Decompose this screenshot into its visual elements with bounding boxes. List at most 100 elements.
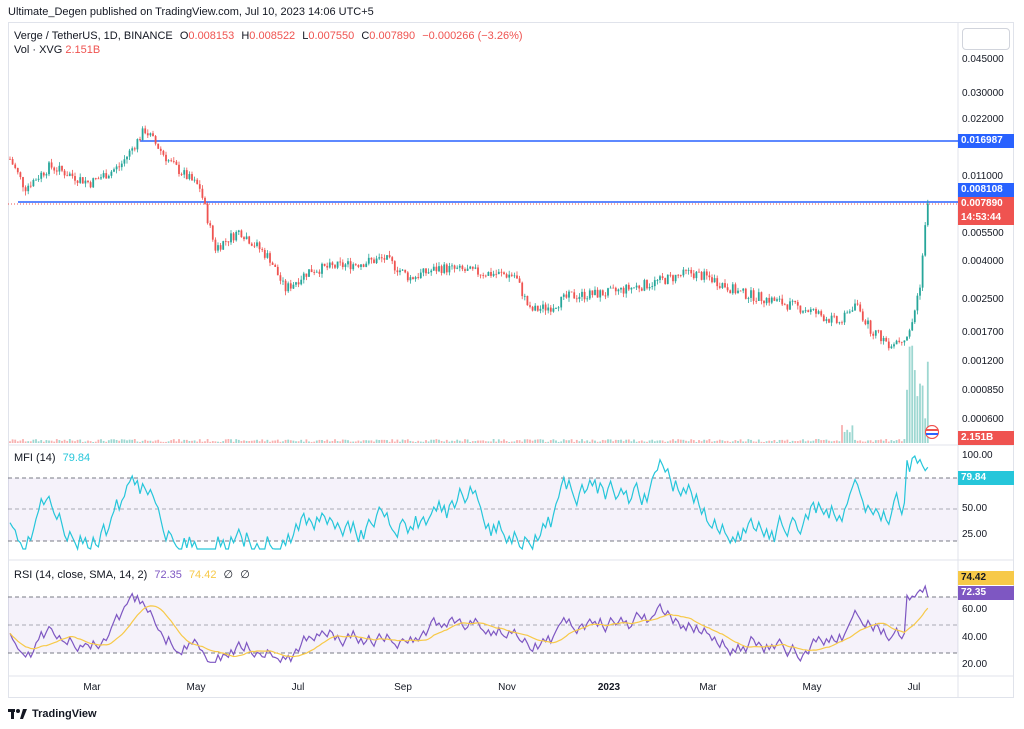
volume-bar: [586, 440, 589, 443]
candle-body: [529, 305, 531, 307]
volume-bar: [302, 441, 305, 443]
volume-bar: [141, 440, 144, 443]
volume-bar: [575, 439, 578, 443]
symbol-legend[interactable]: Verge / TetherUS, 1D, BINANCE O0.008153 …: [14, 30, 523, 42]
candle-body: [625, 284, 628, 294]
volume-bar: [113, 439, 115, 443]
candle-body: [279, 275, 282, 281]
volume-bar: [318, 439, 321, 443]
volume-bar: [692, 440, 695, 443]
volume-bar: [614, 439, 617, 443]
candle-body: [828, 319, 830, 323]
candle-body: [261, 249, 264, 251]
flag-icon[interactable]: [922, 425, 942, 439]
volume-bar: [102, 440, 105, 443]
volume-bar: [716, 440, 719, 443]
volume-bar: [477, 440, 479, 443]
candle-body: [596, 289, 599, 298]
volume-bar: [703, 439, 706, 443]
candle-body: [653, 280, 656, 287]
candle-body: [692, 273, 695, 279]
volume-bar: [84, 441, 87, 443]
candle-body: [232, 233, 235, 241]
price-tick: 0.022000: [962, 114, 1004, 125]
volume-bar: [828, 440, 830, 443]
volume-bar: [763, 441, 765, 443]
volume-bar: [136, 441, 139, 443]
volume-bar: [427, 441, 430, 443]
candle-body: [500, 271, 503, 273]
volume-bar: [27, 441, 30, 443]
candle-body: [32, 179, 35, 187]
candle-body: [347, 261, 349, 265]
candle-body: [27, 185, 30, 192]
candle-body: [393, 261, 396, 271]
chart-settings-box[interactable]: [962, 28, 1010, 50]
volume-bar: [630, 441, 633, 443]
candle-body: [911, 322, 914, 331]
candle-body: [131, 148, 134, 151]
candle-body: [295, 282, 297, 285]
price-tick: 0.001200: [962, 356, 1004, 367]
volume-bar: [830, 441, 833, 443]
volume-bar: [848, 432, 851, 443]
chart-frame[interactable]: [8, 22, 1014, 698]
candle-body: [461, 265, 464, 270]
candle-body: [833, 315, 836, 317]
candle-body: [456, 267, 459, 269]
candle-body: [14, 164, 17, 168]
rsi-tick: 40.00: [962, 632, 988, 643]
candle-body: [250, 243, 253, 246]
volume-bar: [191, 440, 193, 443]
candle-body: [757, 292, 760, 301]
volume-bar: [911, 345, 914, 443]
candle-body: [887, 341, 890, 349]
volume-bar: [679, 439, 682, 443]
candle-body: [796, 302, 799, 306]
candle-body: [224, 241, 227, 242]
volume-bar: [118, 440, 121, 443]
rsi-legend[interactable]: RSI (14, close, SMA, 14, 2) 72.35 74.42 …: [14, 569, 250, 581]
volume-bar: [799, 440, 802, 443]
volume-bar: [698, 440, 700, 443]
candle-body: [838, 322, 841, 324]
publish-info: Ultimate_Degen published on TradingView.…: [8, 6, 374, 18]
volume-bar: [97, 439, 100, 443]
volume-bar: [685, 440, 687, 443]
volume-bar: [367, 440, 370, 443]
volume-bar: [123, 439, 126, 443]
volume-legend[interactable]: Vol · XVG 2.151B: [14, 44, 101, 56]
volume-bar: [425, 440, 427, 443]
candle-body: [724, 283, 726, 288]
volume-bar: [588, 441, 591, 443]
tradingview-brand[interactable]: TradingView: [8, 708, 97, 720]
candle-body: [222, 241, 225, 250]
candle-body: [378, 257, 381, 259]
volume-bar: [737, 440, 739, 443]
candle-body: [890, 346, 893, 349]
mfi-legend[interactable]: MFI (14) 79.84: [14, 452, 91, 464]
volume-bar: [604, 440, 607, 443]
candle-body: [406, 272, 409, 281]
volume-bar: [175, 441, 178, 443]
volume-bar: [518, 440, 521, 443]
candle-body: [123, 159, 126, 164]
candle-body: [841, 322, 843, 324]
price-tick: 0.011000: [962, 171, 1003, 182]
volume-bar: [100, 439, 102, 443]
candle-body: [269, 253, 271, 263]
candle-body: [438, 266, 440, 272]
candle-body: [367, 257, 370, 264]
candle-body: [698, 271, 700, 273]
candle-body: [287, 283, 290, 292]
volume-bar: [292, 440, 295, 443]
volume-bar: [305, 439, 308, 443]
volume-bar: [809, 441, 812, 443]
candle-body: [864, 320, 867, 325]
volume-bar: [882, 440, 885, 443]
volume-bar: [453, 441, 456, 443]
candle-body: [146, 133, 149, 136]
volume-bar: [653, 441, 656, 443]
volume-bar: [609, 439, 612, 443]
